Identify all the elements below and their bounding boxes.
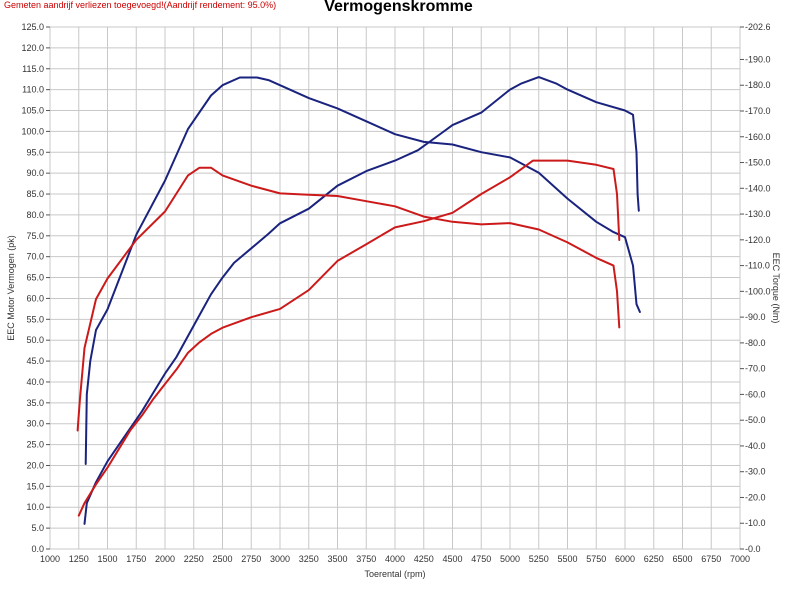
grid-horizontal bbox=[46, 26, 740, 550]
x-tick-label: 2250 bbox=[184, 554, 204, 564]
x-tick-label: 5500 bbox=[557, 554, 577, 564]
y2-tick-label: -80.0 bbox=[745, 338, 766, 348]
y-tick-label: 95.0 bbox=[26, 147, 44, 157]
x-tick-label: 3000 bbox=[270, 554, 290, 564]
y2-tick-label: -170.0 bbox=[745, 106, 771, 116]
series-layer bbox=[76, 76, 641, 525]
y-tick-label: 25.0 bbox=[26, 440, 44, 450]
y-tick-label: 125.0 bbox=[21, 22, 44, 32]
grid-vertical bbox=[49, 27, 741, 549]
x-tick-label: 4000 bbox=[385, 554, 405, 564]
y-tick-label: 35.0 bbox=[26, 398, 44, 408]
y2-tick-label: -90.0 bbox=[745, 312, 766, 322]
y-tick-label: 50.0 bbox=[26, 335, 44, 345]
series-line-3 bbox=[77, 159, 621, 517]
y2-tick-label: -160.0 bbox=[745, 132, 771, 142]
x-tick-label: 1250 bbox=[69, 554, 89, 564]
x-tick-label: 4750 bbox=[471, 554, 491, 564]
drive-loss-note: Gemeten aandrijf verliezen toegevoegd!(A… bbox=[4, 0, 277, 10]
x-tick-label: 1750 bbox=[126, 554, 146, 564]
y2-tick-label: -60.0 bbox=[745, 389, 766, 399]
y2-tick-label: -150.0 bbox=[745, 158, 771, 168]
y2-tick-label: -40.0 bbox=[745, 441, 766, 451]
y2-tick-label: -0.0 bbox=[745, 544, 761, 554]
series-line-4 bbox=[76, 166, 621, 432]
y-tick-label: 15.0 bbox=[26, 481, 44, 491]
y2-tick-label: -20.0 bbox=[745, 492, 766, 502]
y-tick-label: 45.0 bbox=[26, 356, 44, 366]
x-tick-label: 2750 bbox=[241, 554, 261, 564]
y-tick-label: 0.0 bbox=[31, 544, 44, 554]
x-tick-label: 3250 bbox=[299, 554, 319, 564]
y2-tick-labels: -0.0 -10.0 -20.0 -30.0 -40.0 -50.0 -60.0 -70.0 -… bbox=[740, 22, 771, 554]
x-tick-label: 1000 bbox=[40, 554, 60, 564]
y-tick-label: 65.0 bbox=[26, 273, 44, 283]
x-tick-label: 5750 bbox=[586, 554, 606, 564]
y-tick-label: 120.0 bbox=[21, 43, 44, 53]
x-tick-label: 5000 bbox=[500, 554, 520, 564]
y2-tick-label: -100.0 bbox=[745, 286, 771, 296]
y-tick-label: 115.0 bbox=[22, 64, 44, 74]
x-tick-label: 5250 bbox=[529, 554, 549, 564]
x-axis-label: Toerental (rpm) bbox=[364, 569, 425, 579]
x-tick-label: 3750 bbox=[356, 554, 376, 564]
x-tick-labels: 1000 1250 1500 1750 2000 2250 2500 2750 3000 3250… bbox=[40, 554, 750, 564]
x-tick-label: 4500 bbox=[442, 554, 462, 564]
x-tick-label: 2000 bbox=[155, 554, 175, 564]
series-line-1 bbox=[83, 76, 640, 525]
y-tick-label: 80.0 bbox=[26, 210, 44, 220]
y2-tick-label: -30.0 bbox=[745, 467, 766, 477]
x-tick-label: 3500 bbox=[327, 554, 347, 564]
y-tick-label: 10.0 bbox=[26, 502, 44, 512]
y-tick-label: 70.0 bbox=[26, 252, 44, 262]
y-tick-label: 75.0 bbox=[26, 231, 44, 241]
x-tick-label: 6000 bbox=[615, 554, 635, 564]
y-tick-label: 5.0 bbox=[31, 523, 44, 533]
x-tick-label: 6750 bbox=[701, 554, 721, 564]
y-tick-label: 85.0 bbox=[26, 189, 44, 199]
y-tick-label: 20.0 bbox=[26, 460, 44, 470]
y-tick-label: 55.0 bbox=[26, 314, 44, 324]
x-tick-label: 4250 bbox=[414, 554, 434, 564]
y2-tick-label: -70.0 bbox=[745, 364, 766, 374]
y-tick-labels: 0.0 5.0 10.0 15.0 20.0 25.0 30.0 35.0 40.0 45.0 50… bbox=[21, 22, 44, 554]
x-tick-label: 7000 bbox=[730, 554, 750, 564]
y2-tick-label: -202.6 bbox=[745, 22, 771, 32]
y2-axis-label: EEC Torque (Nm) bbox=[771, 253, 781, 324]
y2-tick-label: -10.0 bbox=[745, 518, 766, 528]
y-tick-label: 110.0 bbox=[22, 85, 44, 95]
chart-title: Vermogenskromme bbox=[318, 0, 479, 15]
y2-tick-label: -120.0 bbox=[745, 235, 771, 245]
x-tick-label: 1500 bbox=[97, 554, 117, 564]
y-tick-label: 105.0 bbox=[21, 106, 44, 116]
x-tick-label: 6250 bbox=[644, 554, 664, 564]
y-tick-label: 100.0 bbox=[21, 126, 44, 136]
y2-tick-label: -180.0 bbox=[745, 80, 771, 90]
y2-tick-label: -110.0 bbox=[745, 261, 770, 271]
y-tick-label: 40.0 bbox=[26, 377, 44, 387]
y-tick-label: 60.0 bbox=[26, 293, 44, 303]
x-tick-label: 6500 bbox=[672, 554, 692, 564]
y2-tick-label: -140.0 bbox=[745, 183, 771, 193]
y2-tick-label: -50.0 bbox=[745, 415, 766, 425]
y-tick-label: 90.0 bbox=[26, 168, 44, 178]
chart-title-wrap: Vermogenskromme bbox=[0, 0, 797, 16]
y-axis-label: EEC Motor Vermogen (pk) bbox=[6, 235, 16, 341]
y2-tick-label: -190.0 bbox=[745, 54, 771, 64]
y-tick-label: 30.0 bbox=[26, 419, 44, 429]
y2-tick-label: -130.0 bbox=[745, 209, 771, 219]
x-tick-label: 2500 bbox=[212, 554, 232, 564]
